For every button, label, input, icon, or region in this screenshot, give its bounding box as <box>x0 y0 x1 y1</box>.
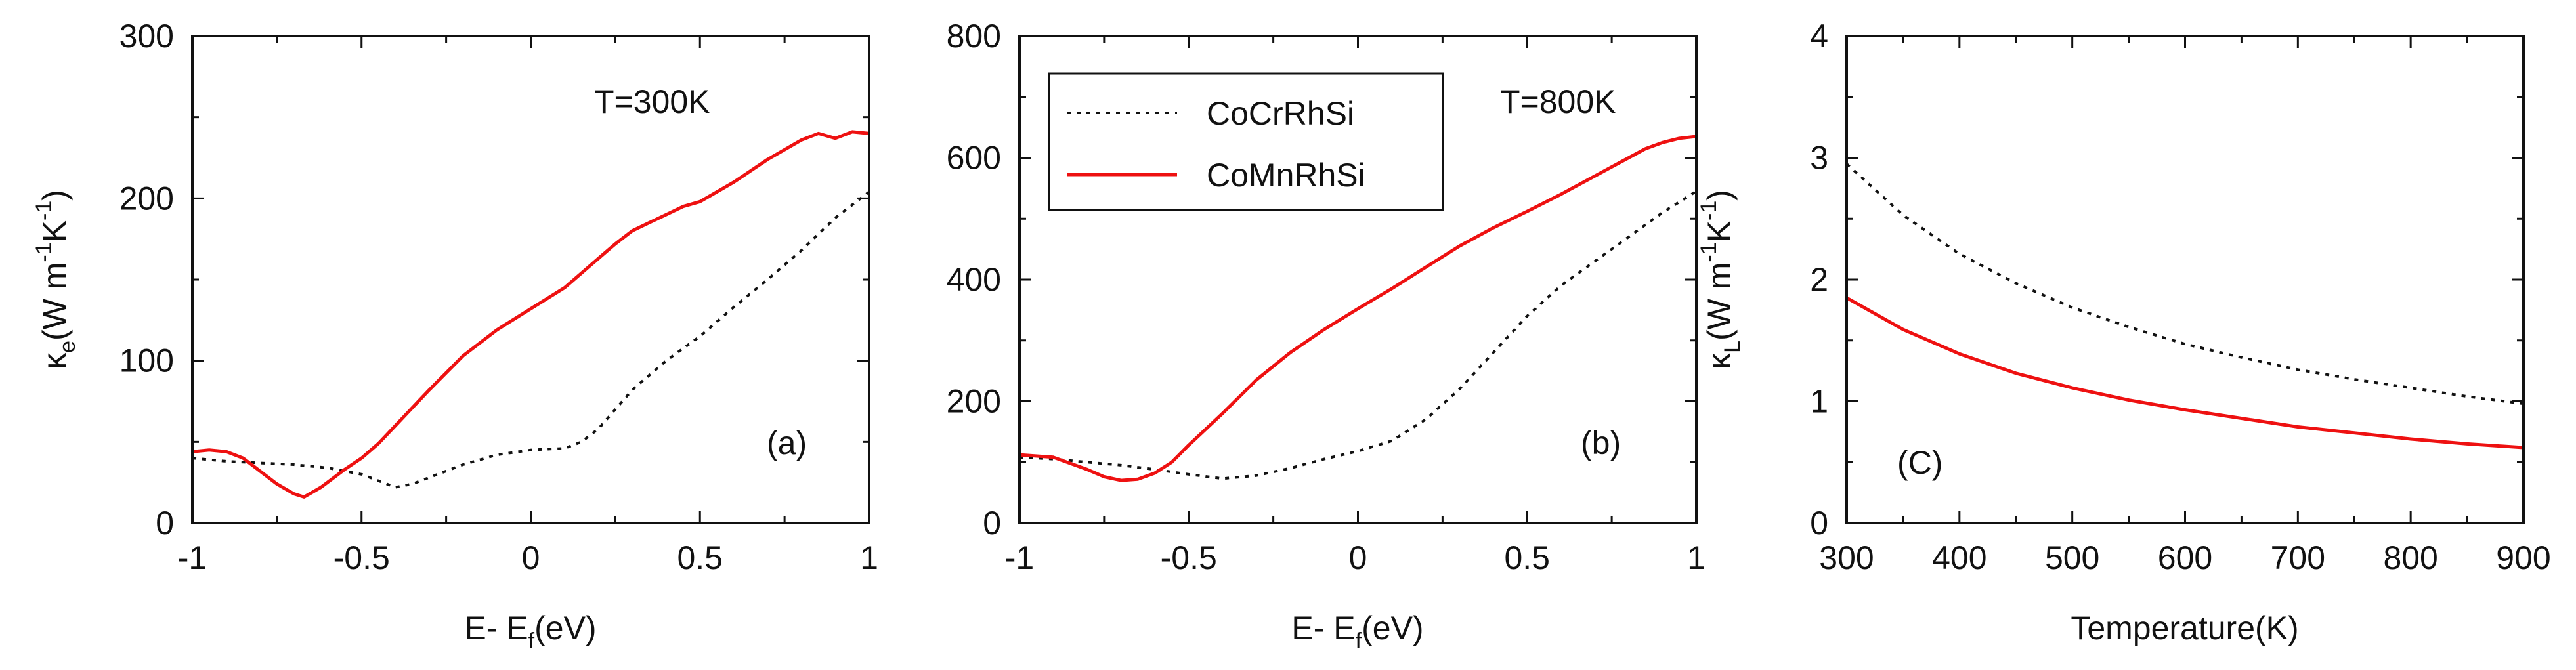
panel-a-xtick-label: 0 <box>522 539 540 576</box>
panel-b-xtick-label: -0.5 <box>1161 539 1217 576</box>
panel-b-ytick-label: 0 <box>983 505 1001 541</box>
panel-b-xtick-label: -1 <box>1005 539 1034 576</box>
panel-a-ylabel: κe(W m-1K-1) <box>32 190 80 369</box>
panel-b-xtick-label: 0 <box>1349 539 1367 576</box>
panel-c: 300 400 500 600 700 800 900 0 1 2 3 4 (C) κL(W m-1K… <box>1696 18 2551 646</box>
panel-a-xtick-label: -1 <box>178 539 207 576</box>
panel-b-ytick-label: 600 <box>947 140 1001 177</box>
panel-c-xtick-label: 500 <box>2045 539 2099 576</box>
panel-c-ytick-label: 0 <box>1810 505 1828 541</box>
panel-b-xtick-label: 1 <box>1687 539 1706 576</box>
panel-b: -1 -0.5 0 0.5 1 0 200 400 600 800 T=800K (b) E- E… <box>947 18 1706 654</box>
panel-b-xtick-label: 0.5 <box>1504 539 1550 576</box>
panel-c-xtick-label: 700 <box>2271 539 2325 576</box>
panel-b-ticks: -1 -0.5 0 0.5 1 0 200 400 600 800 <box>947 18 1706 576</box>
panel-c-series-comnrhsi <box>1845 296 2524 450</box>
panel-a-xtick-label: 0.5 <box>677 539 723 576</box>
panel-b-label: (b) <box>1581 425 1621 461</box>
panel-a-series-cocrrhsi <box>192 190 870 489</box>
panel-a-ticks: -1 -0.5 0 0.5 1 0 100 200 300 <box>119 18 878 576</box>
panel-c-ytick-label: 3 <box>1810 140 1828 177</box>
panel-c-frame <box>1845 35 2525 524</box>
legend-label-comnrhsi: CoMnRhSi <box>1207 157 1365 194</box>
panel-a-xlabel: E- Ef(eV) <box>464 610 596 654</box>
panel-c-ytick-label: 4 <box>1810 18 1828 54</box>
panel-b-ytick-label: 800 <box>947 18 1001 54</box>
panel-a-label: (a) <box>767 425 807 461</box>
panel-a-ytick-label: 300 <box>119 18 174 54</box>
panel-b-marks <box>1019 135 1698 482</box>
panel-c-xlabel: Temperature(K) <box>2071 610 2298 646</box>
panel-c-label: (C) <box>1897 444 1943 481</box>
panel-a-annotation: T=300K <box>594 83 710 120</box>
panel-a-ytick-label: 200 <box>119 180 174 217</box>
panel-b-ytick-label: 200 <box>947 383 1001 420</box>
panel-a-ytick-label: 100 <box>119 343 174 379</box>
legend-box <box>1048 72 1444 211</box>
panel-a-ytick-label: 0 <box>156 505 174 541</box>
legend-label-cocrrhsi: CoCrRhSi <box>1207 95 1354 132</box>
panel-c-ytick-label: 2 <box>1810 261 1828 298</box>
panel-c-ticks: 300 400 500 600 700 800 900 0 1 2 3 4 <box>1810 18 2551 576</box>
panel-a-marks <box>192 130 870 499</box>
panel-c-xtick-label: 400 <box>1932 539 1986 576</box>
panel-b-annotation: T=800K <box>1500 83 1616 120</box>
legend: CoCrRhSi CoMnRhSi <box>1048 72 1444 211</box>
panel-c-series-cocrrhsi <box>1845 163 2524 406</box>
panel-c-xtick-label: 800 <box>2383 539 2437 576</box>
panel-c-ylabel: κL(W m-1K-1) <box>1696 190 1745 369</box>
panel-c-marks <box>1845 163 2524 450</box>
panel-a-series-comnrhsi <box>192 130 870 499</box>
panel-b-ytick-label: 400 <box>947 261 1001 298</box>
panel-b-xlabel: E- Ef(eV) <box>1291 610 1423 654</box>
panel-a-xtick-label: 1 <box>860 539 878 576</box>
panel-a-xtick-label: -0.5 <box>333 539 390 576</box>
panel-c-xtick-label: 600 <box>2158 539 2212 576</box>
panel-b-series-comnrhsi <box>1019 135 1697 482</box>
panel-c-xtick-label: 300 <box>1819 539 1874 576</box>
panel-c-xtick-label: 900 <box>2496 539 2550 576</box>
panel-a: -1 -0.5 0 0.5 1 0 100 200 300 T=300K (a) κe(W m-… <box>32 18 878 654</box>
panel-c-ytick-label: 1 <box>1810 383 1828 420</box>
